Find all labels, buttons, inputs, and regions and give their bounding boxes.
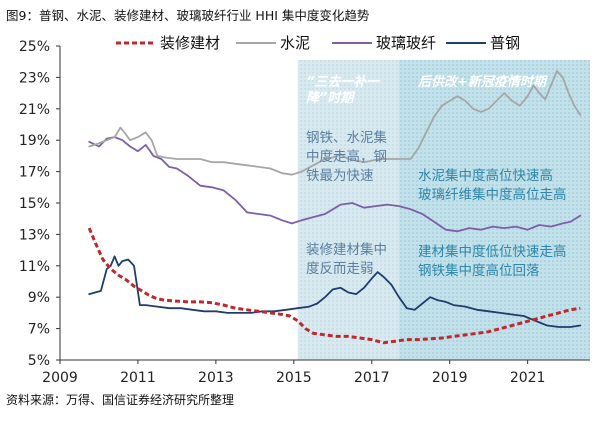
legend-label-steel: 普钢: [490, 34, 520, 52]
x-tick-label: 2019: [432, 370, 468, 386]
y-axis: 5% 7% 9% 11% 13% 15% 17% 19% 21% 23% 25%: [19, 39, 61, 369]
source-note: 资料来源：万得、国信证券经济研究所整理: [6, 392, 234, 407]
y-tick-label: 15%: [19, 196, 50, 212]
legend-label-glass: 玻璃玻纤: [376, 34, 436, 52]
period-label-0-line2: 降”时期: [306, 90, 355, 106]
period-label-0-line1: “三去一补一: [306, 74, 381, 90]
x-tick-label: 2017: [354, 370, 390, 386]
x-tick-label: 2013: [198, 370, 234, 386]
annotation-gray-lower-line1: 装修建材集中: [306, 242, 387, 258]
annotation-gray-upper-line1: 钢铁、水泥集: [306, 130, 387, 146]
annotation-teal-upper-line1: 水泥集中度高位快速高: [418, 167, 553, 184]
x-tick-label: 2015: [276, 370, 312, 386]
y-tick-label: 25%: [19, 39, 50, 55]
y-tick-label: 5%: [28, 353, 50, 369]
series-line-steel: [88, 255, 582, 328]
annotation-teal-upper-line2: 玻璃纤维集中度高位走高: [418, 186, 567, 203]
y-tick-label: 11%: [19, 259, 50, 275]
legend: 装修建材 水泥 玻璃玻纤 普钢: [116, 34, 520, 52]
y-tick-label: 17%: [19, 165, 50, 181]
period-band-1: [399, 60, 590, 360]
annotation-gray-upper-line3: 铁最为快速: [306, 168, 374, 184]
y-tick-label: 21%: [19, 102, 50, 118]
y-tick-label: 7%: [28, 322, 50, 338]
series-line-cement: [88, 70, 582, 176]
y-tick-label: 23%: [19, 70, 50, 86]
x-axis: 2009 2011 2013 2015 2017 2019 2021: [42, 359, 590, 386]
period-band-0: [297, 60, 400, 360]
annotation-gray-upper-line2: 中度走高，钢: [306, 148, 387, 165]
legend-label-decoration: 装修建材: [160, 34, 220, 52]
series-line-decoration: [87, 227, 581, 345]
series-line-glass: [88, 136, 582, 233]
y-tick-label: 13%: [19, 227, 50, 243]
annotation-gray-lower-line2: 度反而走弱: [306, 261, 374, 277]
annotation-teal-lower-line2: 钢铁集中度高位回落: [418, 262, 540, 279]
x-tick-label: 2011: [120, 370, 156, 386]
period-label-1-line1: 后供改+新冠疫情时期: [417, 74, 548, 90]
y-tick-label: 9%: [28, 290, 50, 306]
legend-label-cement: 水泥: [280, 34, 310, 52]
annotation-teal-lower-line1: 建材集中度低位快速走高: [418, 243, 567, 260]
x-tick-label: 2021: [510, 370, 546, 386]
figure-title: 图9：普钢、水泥、装修建材、玻璃玻纤行业 HHI 集中度变化趋势: [6, 8, 370, 23]
y-tick-label: 19%: [19, 133, 50, 149]
x-tick-label: 2009: [42, 370, 78, 386]
